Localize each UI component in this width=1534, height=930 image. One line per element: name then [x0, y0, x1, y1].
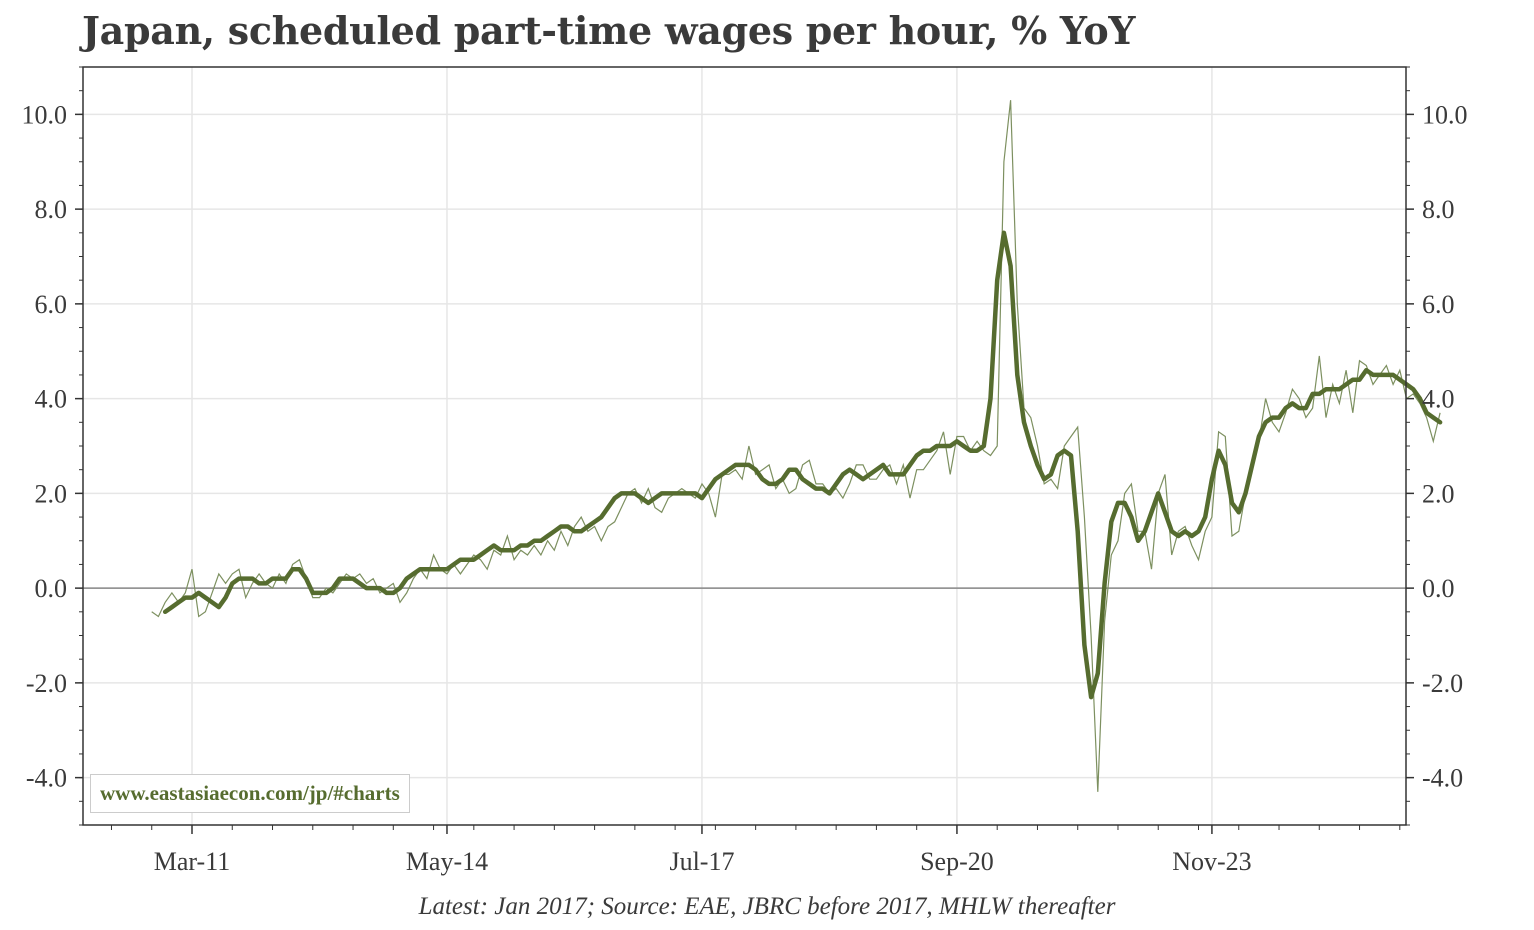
y-tick-label: -4.0	[26, 764, 67, 793]
x-tick-label: Mar-11	[154, 847, 231, 876]
vertical-grid-lines	[191, 67, 1213, 825]
source-url-badge: www.eastasiaecon.com/jp/#charts	[90, 774, 410, 813]
series-line-thick	[162, 230, 1443, 700]
y-tick-label: 4.0	[1422, 385, 1455, 414]
chart-title: Japan, scheduled part-time wages per hou…	[82, 8, 1136, 53]
y-tick-label: 8.0	[1422, 195, 1455, 224]
y-tick-label: 0.0	[35, 574, 68, 603]
y-tick-label: 2.0	[1422, 479, 1455, 508]
x-axis: Mar-11 May-14 Jul-17 Sep-20 Nov-23	[154, 847, 1252, 876]
plot-frame	[82, 66, 1407, 826]
axis-ticks	[75, 66, 1414, 834]
y-tick-label: 4.0	[35, 385, 68, 414]
y-tick-label: 10.0	[1422, 100, 1468, 129]
y-tick-label: 8.0	[35, 195, 68, 224]
horizontal-grid-lines	[83, 113, 1406, 779]
y-tick-label: 10.0	[22, 100, 68, 129]
series-line-thin	[151, 100, 1441, 792]
footnote: Latest: Jan 2017; Source: EAE, JBRC befo…	[418, 893, 1116, 920]
x-tick-label: May-14	[406, 847, 488, 876]
y-tick-label: -2.0	[26, 669, 67, 698]
y-tick-label: -4.0	[1422, 764, 1463, 793]
x-tick-label: Jul-17	[669, 847, 734, 876]
y-tick-label: 2.0	[35, 479, 68, 508]
y-axis-right: -4.0 -2.0 0.0 2.0 4.0 6.0 8.0 10.0	[1422, 100, 1468, 792]
y-tick-label: 6.0	[1422, 290, 1455, 319]
x-tick-label: Nov-23	[1172, 847, 1251, 876]
y-tick-label: 0.0	[1422, 574, 1455, 603]
y-tick-label: 6.0	[35, 290, 68, 319]
y-axis-left: -4.0 -2.0 0.0 2.0 4.0 6.0 8.0 10.0	[22, 100, 68, 792]
y-tick-label: -2.0	[1422, 669, 1463, 698]
x-tick-label: Sep-20	[920, 847, 994, 876]
